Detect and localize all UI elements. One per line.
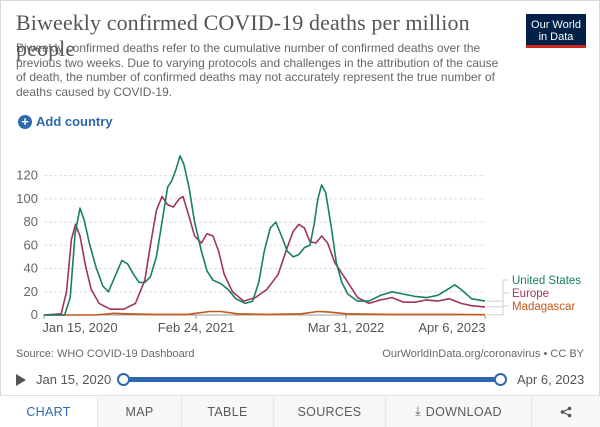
timeline-track[interactable] <box>123 377 501 382</box>
legend-connector <box>487 292 509 308</box>
y-tick-label: 40 <box>24 261 38 276</box>
timeline-end-handle[interactable] <box>494 373 507 386</box>
x-tick-label: Feb 24, 2021 <box>158 320 235 335</box>
tab-bar: CHART MAP TABLE SOURCES ⤓ DOWNLOAD <box>0 395 600 427</box>
source-note: Source: WHO COVID-19 Dashboard <box>16 348 195 360</box>
chart-subtitle: Biweekly confirmed deaths refer to the c… <box>16 41 499 99</box>
y-tick-label: 0 <box>31 307 38 322</box>
y-tick-label: 120 <box>16 168 38 183</box>
tab-download-label: DOWNLOAD <box>425 404 502 419</box>
tab-table[interactable]: TABLE <box>182 396 274 427</box>
series-line-europe <box>43 195 486 316</box>
timeline: Jan 15, 2020 Apr 6, 2023 <box>0 368 600 392</box>
legend-label: Europe <box>512 288 549 300</box>
legend-label: Madagascar <box>512 301 575 313</box>
share-button[interactable] <box>532 396 599 427</box>
x-tick-label: Mar 31, 2022 <box>308 320 385 335</box>
plus-circle-icon: + <box>18 114 32 129</box>
share-icon <box>560 406 571 417</box>
tab-chart[interactable]: CHART <box>0 396 98 427</box>
owid-link[interactable]: OurWorldInData.org/coronavirus • CC BY <box>382 348 584 360</box>
owid-logo[interactable]: Our World in Data <box>526 14 586 48</box>
play-icon[interactable] <box>16 374 26 386</box>
legend-connector <box>487 305 509 316</box>
chart-title: Biweekly confirmed COVID-19 deaths per m… <box>16 10 470 61</box>
timeline-start-handle[interactable] <box>117 373 130 386</box>
download-icon: ⤓ <box>415 404 421 418</box>
tab-download[interactable]: ⤓ DOWNLOAD <box>386 396 532 427</box>
legend-connector <box>487 279 509 302</box>
y-tick-label: 60 <box>24 237 38 252</box>
tab-map[interactable]: MAP <box>98 396 182 427</box>
x-tick-label: Apr 6, 2023 <box>418 320 485 335</box>
line-chart: 0 20 40 60 80 100 120 Jan 15, 2020 Feb 24, 2021 M… <box>16 155 581 335</box>
legend-label: United States <box>512 275 581 287</box>
logo-line-2: in Data <box>538 31 574 43</box>
y-tick-label: 100 <box>16 191 38 206</box>
series-line-united-states <box>44 155 486 316</box>
x-tick-label: Jan 15, 2020 <box>42 320 117 335</box>
series-line-madagascar <box>44 310 486 316</box>
tab-sources[interactable]: SOURCES <box>274 396 386 427</box>
y-tick-label: 80 <box>24 214 38 229</box>
timeline-start-label: Jan 15, 2020 <box>36 372 112 387</box>
timeline-end-label: Apr 6, 2023 <box>517 372 585 387</box>
add-country-button[interactable]: + Add country <box>18 114 113 129</box>
logo-line-1: Our World <box>531 19 581 31</box>
y-tick-label: 20 <box>24 284 38 299</box>
add-country-label: Add country <box>36 114 113 129</box>
